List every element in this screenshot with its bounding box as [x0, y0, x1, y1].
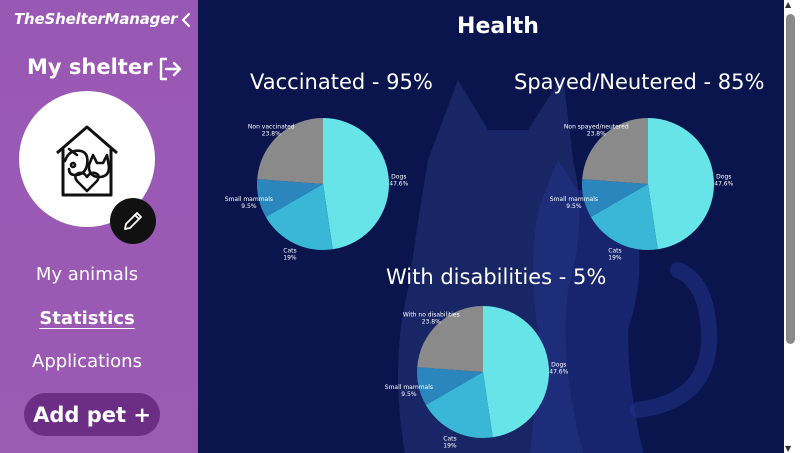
pie-slice-cats	[425, 372, 493, 438]
scrollbar[interactable]: ▲ ▼	[784, 0, 806, 453]
disabilities-chart-title: With disabilities - 5%	[386, 265, 607, 289]
app-brand[interactable]: TheShelterManager	[14, 10, 178, 28]
pie-value-label: 9.5%	[241, 203, 257, 210]
pie-label: Small mammals	[225, 196, 273, 203]
pie-label: With no disabilities	[403, 311, 460, 318]
pie-label: Non vaccinated	[248, 123, 295, 130]
pie-label: Dogs	[716, 173, 731, 180]
pie-label: Cats	[443, 435, 456, 442]
pie-value-label: 23.8%	[422, 318, 441, 325]
pie-value-label: 19%	[283, 254, 297, 261]
pie-value-label: 19%	[608, 254, 622, 261]
pie-slice-with-no-disabilities	[417, 306, 483, 372]
pie-slice-non-vaccinated	[257, 118, 323, 184]
pie-value-label: 47.6%	[549, 368, 568, 375]
pie-value-label: 23.8%	[262, 130, 281, 137]
page-title: Health	[457, 14, 539, 39]
pie-value-label: 19%	[443, 442, 457, 449]
pie-value-label: 47.6%	[389, 180, 408, 187]
pie-label: Small mammals	[385, 384, 433, 391]
main-content: Health Vaccinated - 95% Spayed/Neutered …	[198, 0, 784, 453]
pie-value-label: 47.6%	[714, 180, 733, 187]
logout-icon[interactable]	[157, 56, 183, 82]
nav-applications[interactable]: Applications	[32, 351, 142, 372]
nav-statistics[interactable]: Statistics	[39, 308, 135, 329]
scroll-thumb[interactable]	[786, 14, 795, 344]
add-pet-button[interactable]: Add pet +	[24, 393, 160, 436]
pie-value-label: 9.5%	[566, 203, 582, 210]
vaccinated-chart-title: Vaccinated - 95%	[250, 70, 433, 94]
pie-slice-dogs	[323, 118, 390, 250]
pie-slice-dogs	[483, 306, 550, 438]
pencil-icon	[124, 212, 142, 230]
pie-slice-non-spayed-neutered	[582, 118, 648, 184]
spayed-chart-title: Spayed/Neutered - 85%	[514, 70, 765, 94]
nav-my-animals[interactable]: My animals	[35, 264, 139, 285]
shelter-title: My shelter	[27, 55, 153, 79]
pie-slice-small-mammals	[582, 179, 648, 217]
pie-slice-small-mammals	[417, 367, 483, 405]
pie-slice-small-mammals	[257, 179, 323, 217]
pie-slice-cats	[590, 184, 658, 250]
pie-label: Dogs	[391, 173, 406, 180]
pie-label: Cats	[608, 247, 621, 254]
pie-label: Non spayed/neutered	[564, 123, 629, 130]
pie-value-label: 23.8%	[587, 130, 606, 137]
shelter-logo-icon	[56, 125, 118, 197]
scroll-up-icon[interactable]: ▲	[785, 0, 792, 9]
pie-label: Cats	[283, 247, 296, 254]
pie-label: Dogs	[551, 361, 566, 368]
sidebar: TheShelterManager My shelter My animals …	[0, 0, 198, 453]
pie-label: Small mammals	[550, 196, 598, 203]
shelter-avatar	[19, 91, 155, 227]
pie-slice-dogs	[648, 118, 715, 250]
pie-slice-cats	[265, 184, 333, 250]
edit-avatar-button[interactable]	[110, 198, 156, 244]
collapse-sidebar-icon[interactable]	[178, 10, 194, 30]
scroll-down-icon[interactable]: ▼	[785, 444, 792, 453]
pie-value-label: 9.5%	[401, 391, 417, 398]
